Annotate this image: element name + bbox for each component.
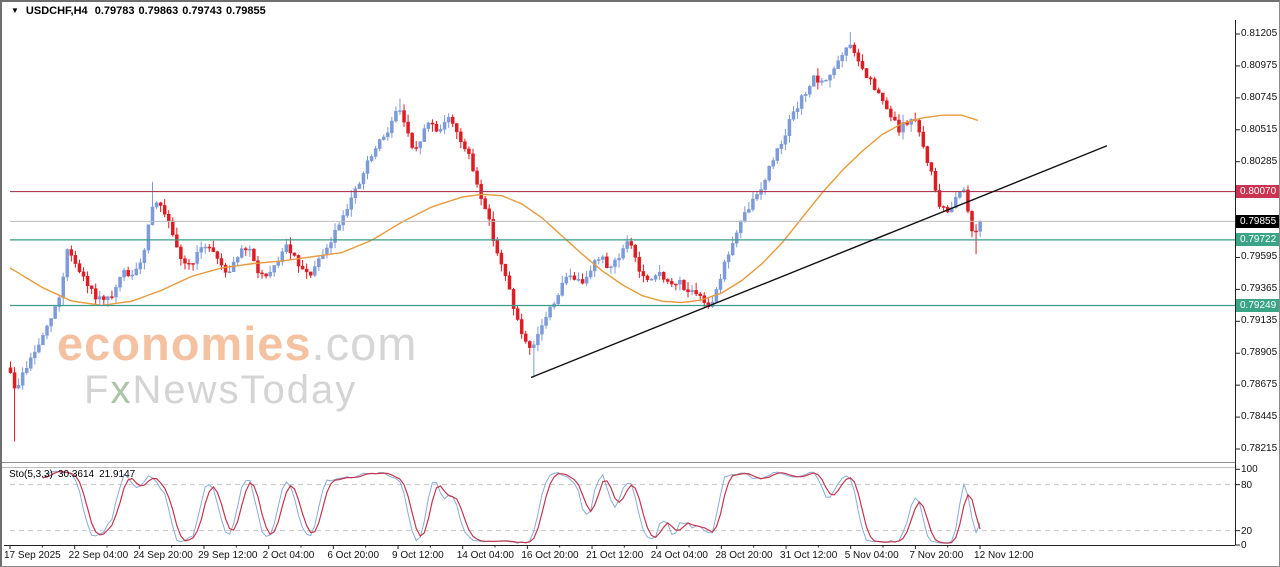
moving-average-line: [9, 114, 979, 307]
trendline-object[interactable]: [530, 145, 1108, 379]
indicator-name: Sto(5,3,3): [9, 469, 53, 480]
watermark-brand: economies: [57, 317, 312, 370]
panel-separator[interactable]: [2, 462, 1235, 468]
stochastic-k-line: [42, 470, 981, 544]
ohlc-open: 0.79783: [94, 5, 135, 17]
collapse-triangle-icon[interactable]: ▼: [11, 6, 19, 15]
watermark-tagline-x: x: [110, 368, 133, 412]
stochastic-d-line: [42, 470, 981, 544]
ohlc-low: 0.79743: [182, 5, 223, 17]
watermark-tagline: FxNewsToday: [84, 370, 417, 410]
watermark-brand-line: economies.com: [57, 320, 417, 367]
chart-title: ▼ USDCHF,H4 0.79783 0.79863 0.79743 0.79855: [11, 5, 270, 17]
horizontal-level-lines[interactable]: [10, 190, 1235, 307]
stochastic-panel: [10, 470, 1235, 544]
watermark-logo: economies.com FxNewsToday: [57, 320, 417, 410]
candles: [8, 31, 982, 442]
ohlc-high: 0.79863: [138, 5, 179, 17]
symbol-period-label: USDCHF,H4: [25, 5, 88, 17]
axes[interactable]: [4, 20, 1240, 549]
ohlc-close: 0.79855: [226, 5, 266, 17]
indicator-main-value: 30.3614: [57, 469, 95, 480]
watermark-tagline-f: F: [84, 368, 111, 412]
watermark-domain: .com: [311, 317, 418, 370]
watermark-tagline-rest: NewsToday: [132, 368, 358, 412]
indicator-legend: Sto(5,3,3) 30.3614 21.9147: [9, 469, 140, 480]
indicator-signal-value: 21.9147: [99, 469, 136, 480]
